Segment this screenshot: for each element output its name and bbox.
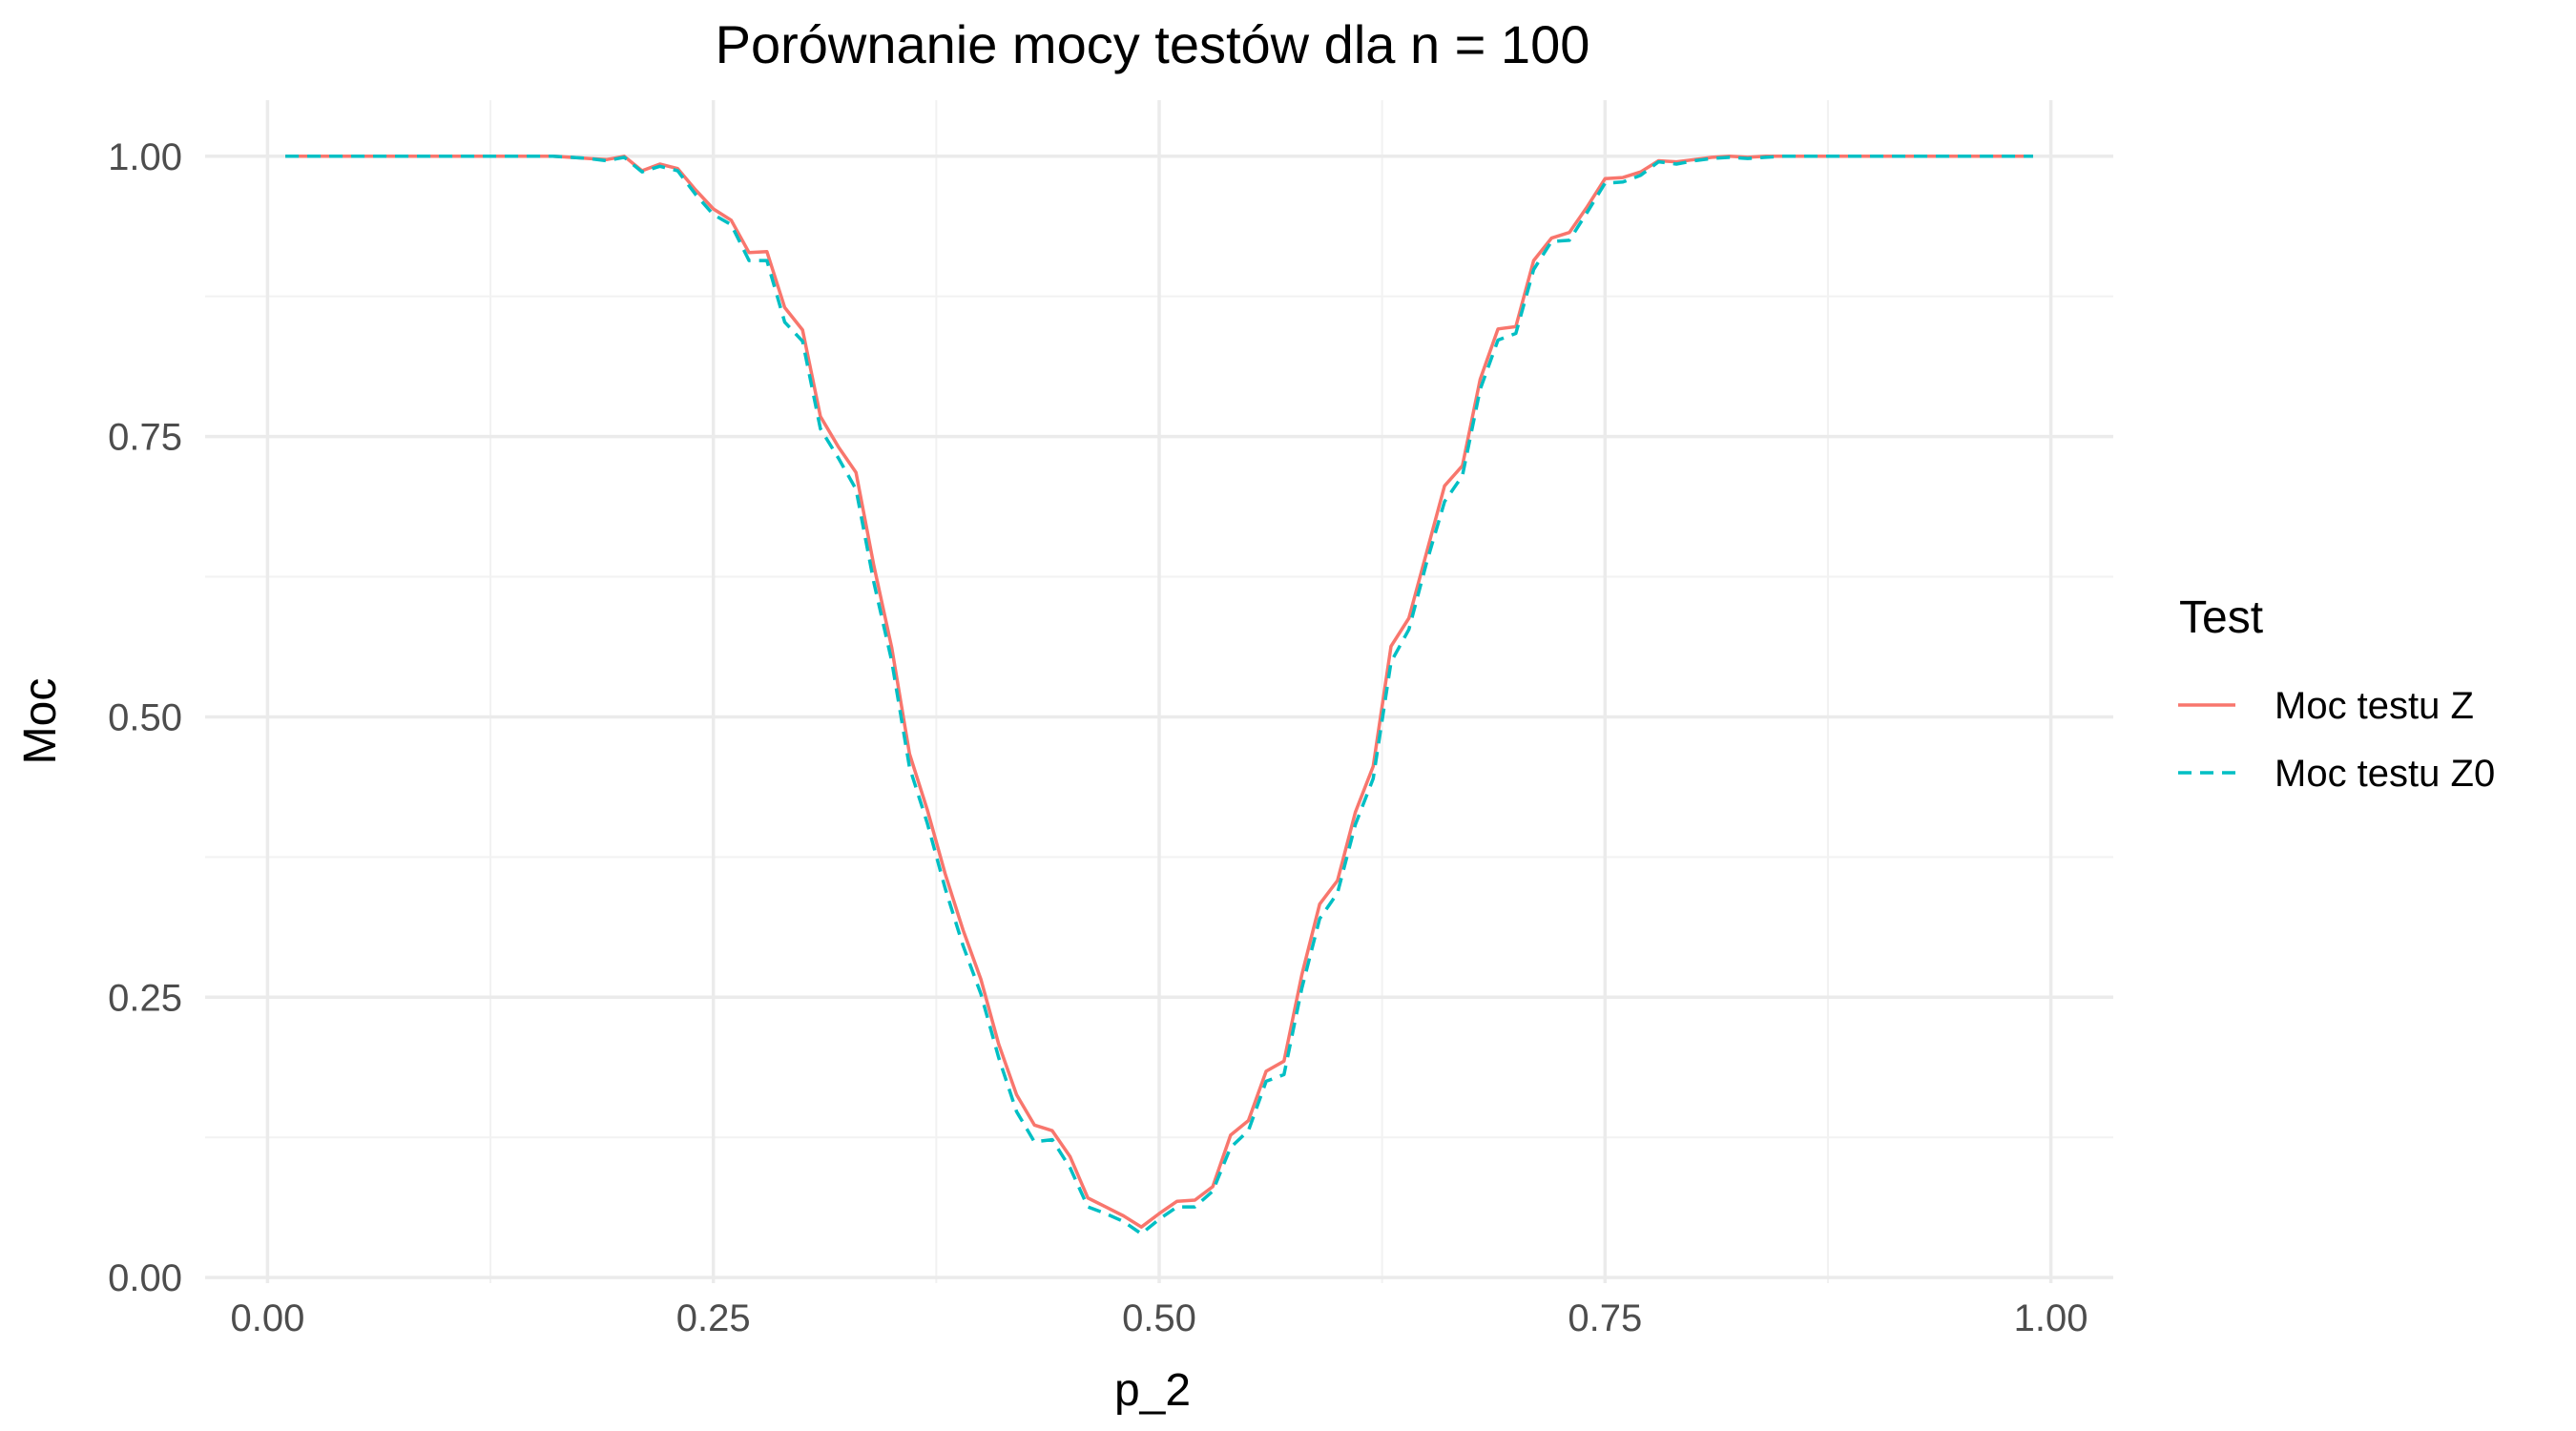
y-axis-ticks: 0.00 0.25 0.50 0.75 1.00 — [108, 136, 182, 1299]
x-tick-label: 0.75 — [1568, 1297, 1642, 1339]
legend-title: Test — [2179, 592, 2263, 643]
y-tick-label: 1.00 — [108, 136, 182, 178]
x-tick-label: 0.50 — [1122, 1297, 1196, 1339]
chart-title: Porównanie mocy testów dla n = 100 — [716, 14, 1590, 74]
x-tick-label: 0.00 — [230, 1297, 304, 1339]
y-tick-label: 0.25 — [108, 977, 182, 1019]
y-tick-label: 0.00 — [108, 1257, 182, 1299]
legend-label-z: Moc testu Z — [2275, 685, 2474, 727]
x-tick-label: 0.25 — [676, 1297, 751, 1339]
legend: Test Moc testu Z Moc testu Z0 — [2178, 592, 2495, 795]
legend-label-z0: Moc testu Z0 — [2275, 753, 2495, 795]
x-axis-title: p_2 — [1114, 1365, 1191, 1416]
y-axis-title: Moc — [15, 678, 66, 765]
series-layer — [285, 155, 2033, 1236]
x-tick-label: 1.00 — [2014, 1297, 2088, 1339]
x-axis-ticks: 0.00 0.25 0.50 0.75 1.00 — [230, 1297, 2088, 1339]
series-line-z0 — [285, 155, 2033, 1236]
y-tick-label: 0.50 — [108, 696, 182, 738]
y-tick-label: 0.75 — [108, 417, 182, 459]
